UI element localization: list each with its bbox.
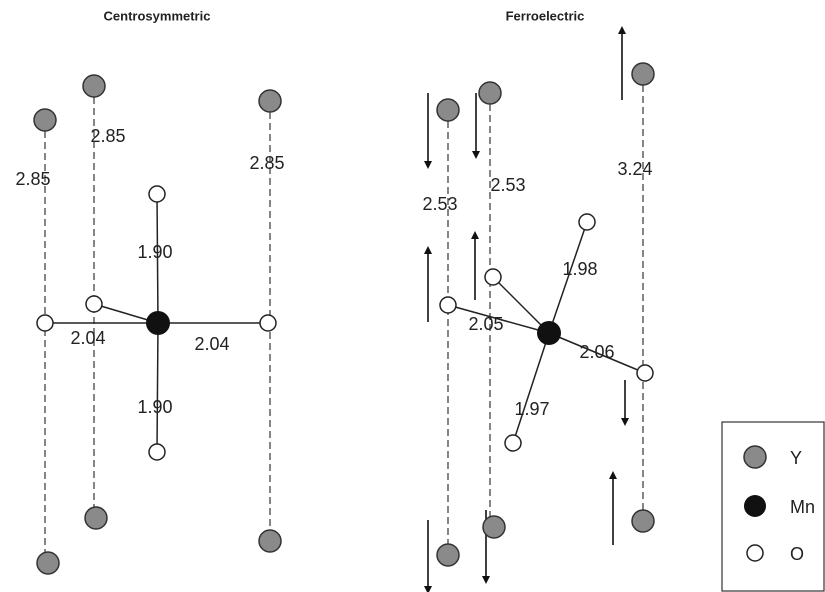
o-atom [259,314,277,332]
bond-label: 1.90 [137,397,172,417]
o-atom [484,268,502,286]
bond [492,276,550,334]
o-atom [746,544,764,562]
bond [447,304,550,334]
bond [548,332,646,374]
legend-label: Y [790,448,802,468]
y-atom [743,445,767,469]
y-atom [631,62,655,86]
y-atom [84,506,108,530]
y-atom [478,81,502,105]
y-atom [436,543,460,567]
y-atom [258,529,282,553]
bond-label: 2.85 [249,153,284,173]
ferroelectric-panel: Ferroelectric 2.53 2.53 3.24 1.98 2.05 2… [422,8,655,592]
centrosymmetric-panel: Centrosymmetric 2.85 2.85 2.85 1.90 2.04… [15,8,285,575]
legend-box [721,421,825,592]
o-atom [636,364,654,382]
panel-title: Centrosymmetric [104,8,211,23]
o-atom [504,434,522,452]
bond [548,221,588,334]
y-atom [33,108,57,132]
o-atom [85,295,103,313]
bond-label: 1.97 [514,399,549,419]
bond-label: 3.24 [617,159,652,179]
y-atom [482,515,506,539]
legend-label: O [790,544,804,564]
bond-label: 2.06 [579,342,614,362]
o-atom [578,213,596,231]
legend: Y Mn O [721,421,825,592]
mn-atom [537,321,561,345]
bond-label: 2.05 [468,314,503,334]
y-atom [36,551,60,575]
bond-label: 2.04 [194,334,229,354]
panel-title: Ferroelectric [506,8,585,23]
bond-label: 2.85 [15,169,50,189]
o-atom [36,314,54,332]
y-atom [631,509,655,533]
bond [512,332,550,444]
bond [156,322,159,453]
bond-label: 2.53 [490,175,525,195]
y-atom [258,89,282,113]
y-atom [436,98,460,122]
bond [156,193,159,324]
mn-atom [146,311,170,335]
bond-label: 1.98 [562,259,597,279]
y-atom [82,74,106,98]
mn-atom [744,495,766,517]
o-atom [148,185,166,203]
legend-label: Mn [790,497,815,517]
o-atom [148,443,166,461]
bond-label: 1.90 [137,242,172,262]
o-atom [439,296,457,314]
bond-label: 2.04 [70,328,105,348]
bond-label: 2.85 [90,126,125,146]
bond-label: 2.53 [422,194,457,214]
